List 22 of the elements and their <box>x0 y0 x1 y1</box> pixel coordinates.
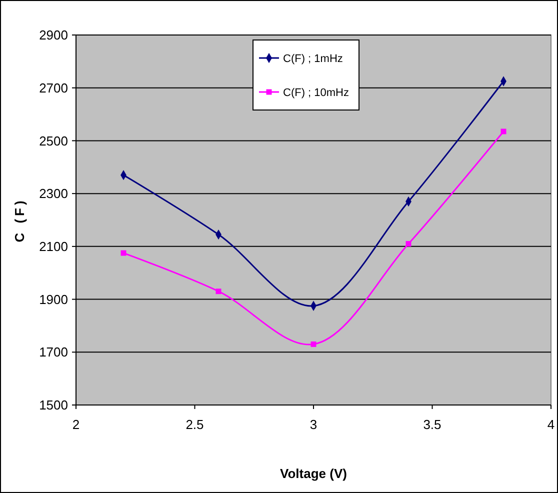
x-tick-label: 2 <box>72 417 80 432</box>
y-axis-title: C (F) <box>12 198 27 242</box>
y-tick-label: 2700 <box>39 80 68 96</box>
point <box>310 341 316 347</box>
y-tick-label: 2900 <box>39 28 68 43</box>
y-tick-label: 2100 <box>39 238 68 254</box>
y-tick-label: 2500 <box>39 133 68 148</box>
point <box>500 128 506 134</box>
x-tick-label: 3 <box>310 417 318 432</box>
legend-label: C(F) ; 10mHz <box>283 86 349 99</box>
point <box>120 250 126 256</box>
y-tick-label: 2300 <box>39 186 68 202</box>
point <box>406 241 412 247</box>
x-tick-label: 3.5 <box>423 417 442 432</box>
y-tick-label: 1700 <box>39 344 68 360</box>
y-tick-label: 1500 <box>39 398 68 413</box>
y-tick-label: 1900 <box>39 292 68 307</box>
x-axis-title: Voltage (V) <box>280 466 347 481</box>
x-tick-label: 2.5 <box>186 417 204 432</box>
x-tick-label: 4 <box>547 417 555 432</box>
legend-label: C(F) ; 1mHz <box>283 52 343 65</box>
point <box>216 288 222 294</box>
